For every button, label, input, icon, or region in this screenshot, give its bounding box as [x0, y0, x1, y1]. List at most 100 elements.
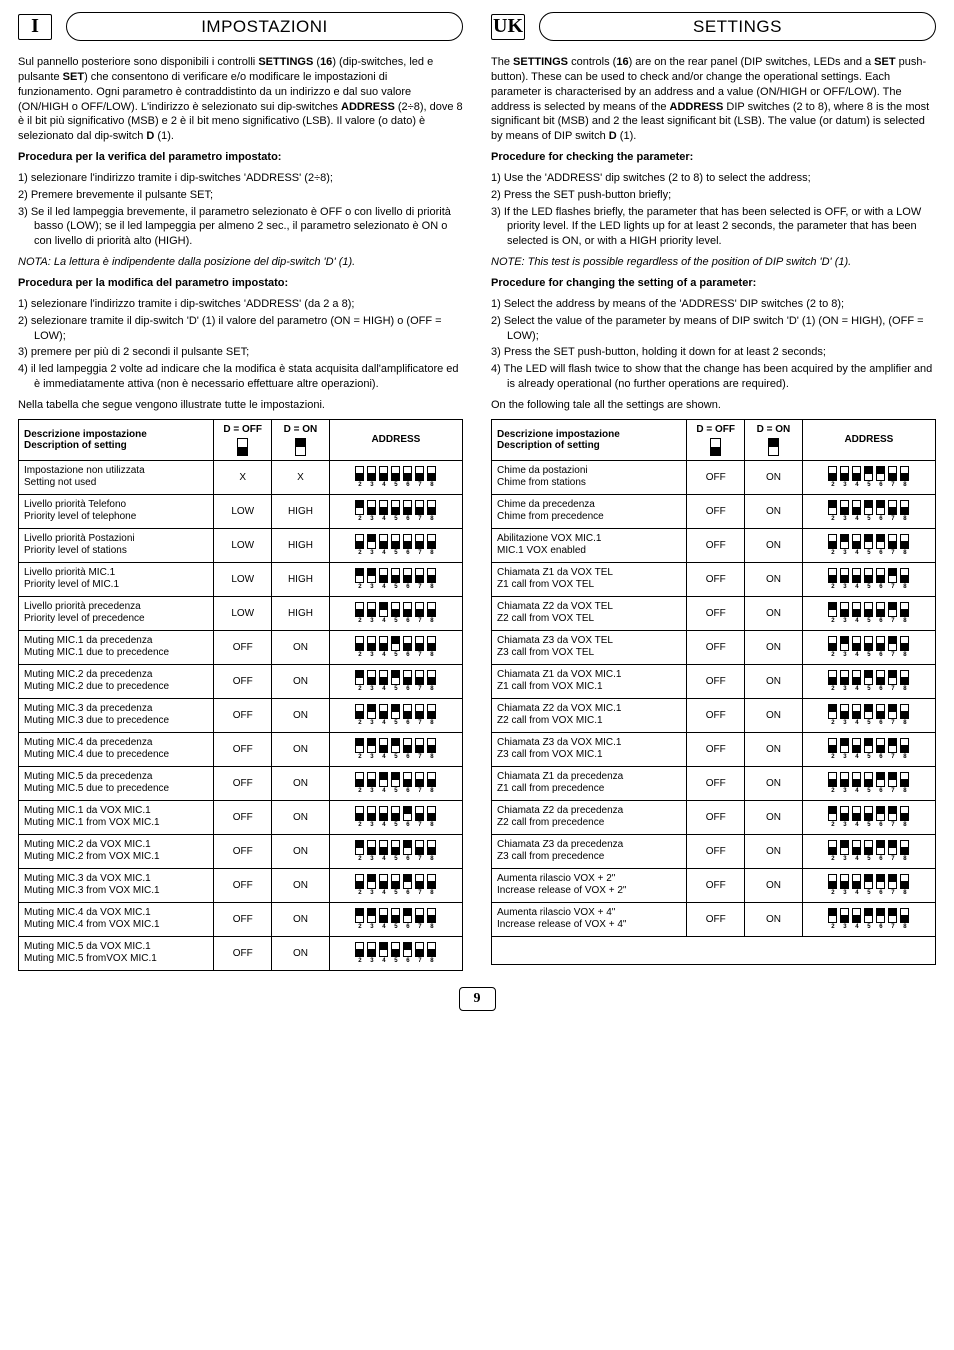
- left-column: I IMPOSTAZIONI Sul pannello posteriore s…: [18, 12, 463, 971]
- cell-address: 2345678: [329, 596, 462, 630]
- table-row: Chiamata Z3 da precedenzaZ3 call from pr…: [492, 834, 936, 868]
- dip-switch: 5: [391, 704, 401, 726]
- cell-on-value: ON: [745, 800, 803, 834]
- dip-switch: 3: [367, 772, 377, 794]
- dip-switch: 4: [852, 670, 862, 692]
- dip-switch: 6: [403, 908, 413, 930]
- cell-on-value: ON: [745, 868, 803, 902]
- dip-switch: 8: [427, 602, 437, 624]
- dip-switch: 3: [367, 670, 377, 692]
- cell-off-value: OFF: [687, 800, 745, 834]
- dip-switch-row: 2345678: [355, 738, 437, 760]
- dip-switch: 3: [367, 806, 377, 828]
- table-row: Chiamata Z2 da precedenzaZ2 call from pr…: [492, 800, 936, 834]
- th-d-on: D = ON: [745, 419, 803, 460]
- cell-off-value: OFF: [214, 800, 272, 834]
- cell-on-value: ON: [745, 664, 803, 698]
- table-row: Livello priorità MIC.1Priority level of …: [19, 562, 463, 596]
- dip-switch: 5: [391, 534, 401, 556]
- dip-switch-row: 2345678: [828, 602, 910, 624]
- dip-switch: 8: [427, 534, 437, 556]
- table-row: Chiamata Z2 da VOX MIC.1Z2 call from VOX…: [492, 698, 936, 732]
- dip-switch: 2: [355, 908, 365, 930]
- dip-switch: 4: [379, 806, 389, 828]
- dip-switch-row: 2345678: [355, 806, 437, 828]
- dip-switch: 3: [840, 738, 850, 760]
- dip-switch: 2: [828, 908, 838, 930]
- dip-switch: 5: [391, 942, 401, 964]
- cell-off-value: OFF: [214, 868, 272, 902]
- dip-switch: 4: [852, 636, 862, 658]
- dip-switch-row: 2345678: [355, 942, 437, 964]
- dip-switch: 6: [403, 942, 413, 964]
- dip-switch: 6: [876, 534, 886, 556]
- dip-switch-row: 2345678: [828, 568, 910, 590]
- left-proc2-heading: Procedura per la modifica del parametro …: [18, 276, 463, 291]
- cell-address: 2345678: [802, 528, 935, 562]
- dip-switch: 7: [415, 568, 425, 590]
- dip-switch: 6: [403, 636, 413, 658]
- dip-switch: 2: [355, 738, 365, 760]
- cell-on-value: ON: [745, 698, 803, 732]
- dip-switch: 6: [403, 738, 413, 760]
- dip-switch: 4: [379, 772, 389, 794]
- dip-switch: 7: [415, 636, 425, 658]
- cell-description: Chiamata Z2 da VOX MIC.1Z2 call from VOX…: [492, 698, 687, 732]
- cell-description: Chime da postazioniChime from stations: [492, 460, 687, 494]
- dip-switch: 2: [355, 670, 365, 692]
- dip-switch: 3: [840, 874, 850, 896]
- cell-address: 2345678: [329, 494, 462, 528]
- dip-switch: 6: [403, 772, 413, 794]
- dip-switch: 7: [888, 670, 898, 692]
- cell-description: Chiamata Z1 da VOX TELZ1 call from VOX T…: [492, 562, 687, 596]
- dip-switch: 6: [876, 568, 886, 590]
- left-proc2-list: 1) selezionare l'indirizzo tramite i dip…: [18, 297, 463, 392]
- dip-switch: 8: [900, 466, 910, 488]
- table-row: Impostazione non utilizzataSetting not u…: [19, 460, 463, 494]
- dip-switch: 3: [840, 466, 850, 488]
- dip-switch: 8: [427, 670, 437, 692]
- cell-on-value: ON: [272, 698, 330, 732]
- dip-switch: 2: [828, 806, 838, 828]
- dip-switch: 4: [379, 840, 389, 862]
- left-table-body: Impostazione non utilizzataSetting not u…: [19, 460, 463, 970]
- cell-on-value: ON: [745, 630, 803, 664]
- table-row: Chiamata Z3 da VOX MIC.1Z3 call from VOX…: [492, 732, 936, 766]
- right-language-badge: UK: [491, 14, 525, 40]
- dip-switch: 2: [828, 602, 838, 624]
- cell-address: 2345678: [802, 596, 935, 630]
- right-body: The SETTINGS controls (16) are on the re…: [491, 55, 936, 413]
- dip-switch: 5: [864, 670, 874, 692]
- cell-address: 2345678: [329, 834, 462, 868]
- dip-switch: 4: [379, 636, 389, 658]
- dip-switch: 2: [828, 500, 838, 522]
- dip-switch: 5: [391, 738, 401, 760]
- dip-switch: 7: [888, 534, 898, 556]
- cell-off-value: OFF: [687, 460, 745, 494]
- dip-switch: 4: [852, 500, 862, 522]
- table-row: Chiamata Z2 da VOX TELZ2 call from VOX T…: [492, 596, 936, 630]
- dip-switch: 7: [888, 466, 898, 488]
- dip-switch-row: 2345678: [355, 772, 437, 794]
- dip-switch: 2: [828, 772, 838, 794]
- list-item: 1) Select the address by means of the 'A…: [491, 297, 936, 312]
- dip-switch: 7: [415, 500, 425, 522]
- dip-switch: 8: [900, 602, 910, 624]
- cell-off-value: OFF: [687, 562, 745, 596]
- cell-off-value: OFF: [214, 732, 272, 766]
- dip-switch: 7: [415, 534, 425, 556]
- dip-switch: 2: [828, 534, 838, 556]
- dip-switch: 7: [888, 602, 898, 624]
- dip-switch: 2: [355, 466, 365, 488]
- dip-switch: 8: [427, 772, 437, 794]
- dip-switch: 8: [427, 942, 437, 964]
- left-intro-paragraph: Sul pannello posteriore sono disponibili…: [18, 55, 463, 144]
- cell-address: 2345678: [802, 902, 935, 936]
- left-header: I IMPOSTAZIONI: [18, 12, 463, 41]
- table-row: Chiamata Z3 da VOX TELZ3 call from VOX T…: [492, 630, 936, 664]
- dip-switch-row: 2345678: [828, 908, 910, 930]
- dip-switch-row: 2345678: [828, 466, 910, 488]
- table-row: Muting MIC.4 da precedenzaMuting MIC.4 d…: [19, 732, 463, 766]
- dip-switch: 6: [403, 670, 413, 692]
- cell-description: Muting MIC.1 da precedenzaMuting MIC.1 d…: [19, 630, 214, 664]
